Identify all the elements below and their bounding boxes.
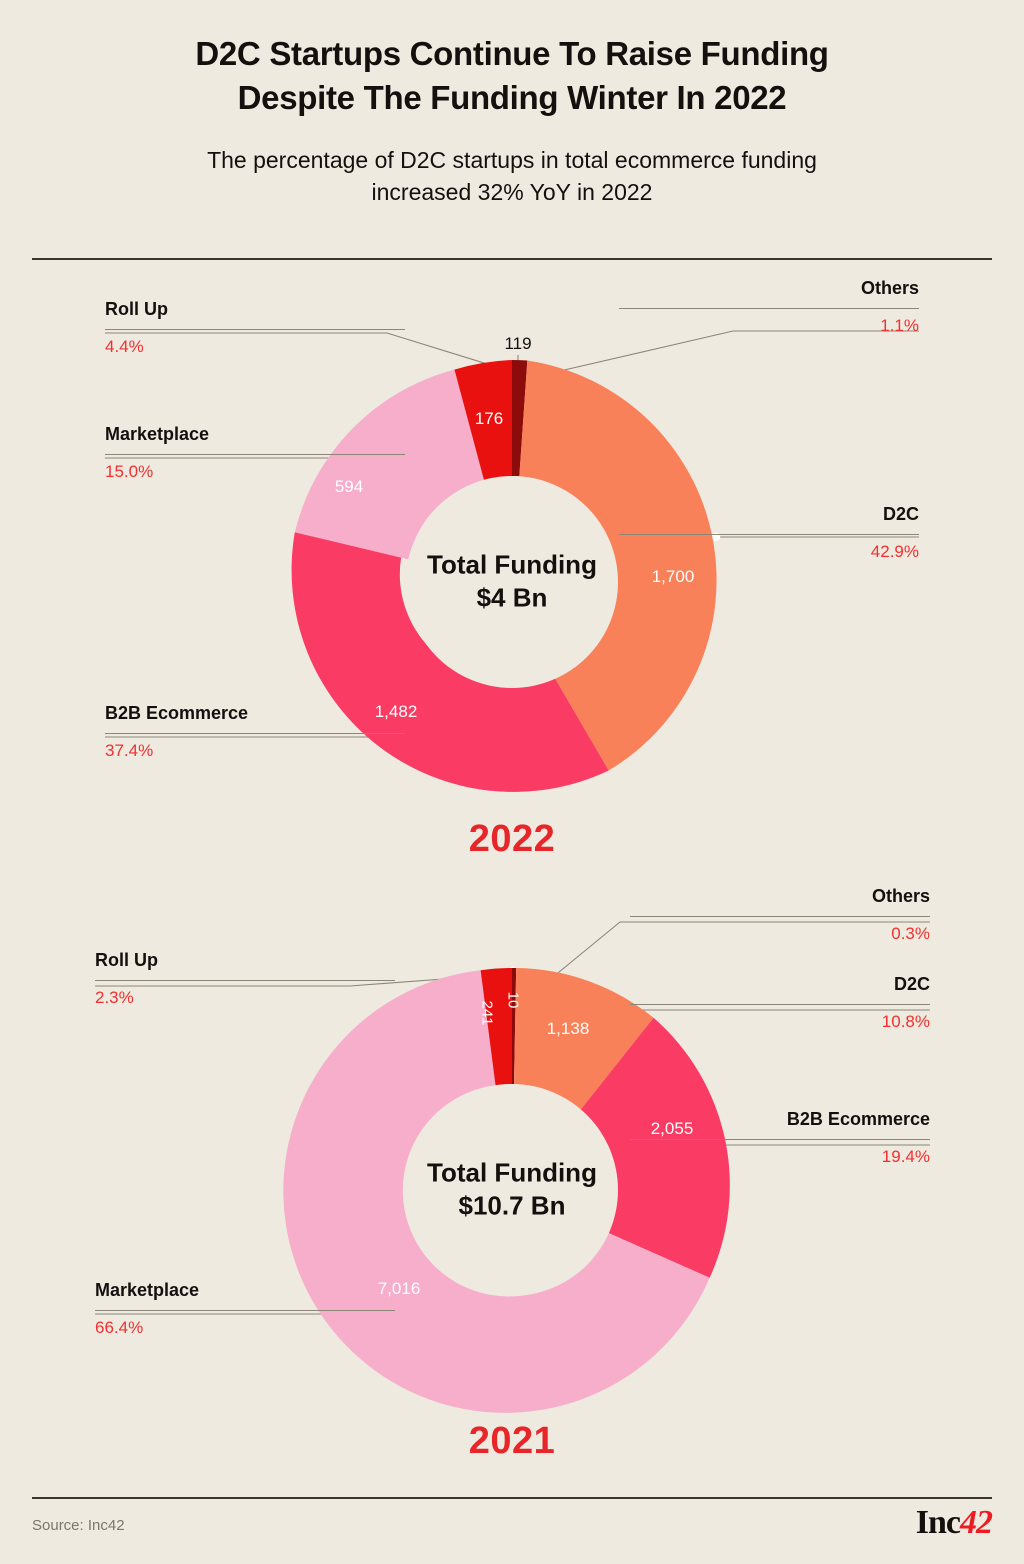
callout-rule [95,979,395,981]
slice-b2b-2022[interactable] [291,532,609,792]
callout-rule [95,1309,395,1311]
source-text: Source: Inc42 [32,1517,125,1534]
value-b2b-2021: 2,055 [650,1119,694,1138]
callout-label-rollup-2021: Roll Up [95,950,158,970]
callout-label-others-2021: Others [871,886,930,906]
callout-rule [105,328,405,330]
value-d2c-2021: 1,138 [546,1019,590,1038]
divider-top [32,258,992,260]
callout-percent-d2c-2022: 42.9% [870,541,919,561]
callout-d2c-2022[interactable]: D2C 42.9% [619,504,919,561]
slice-marketplace-2021[interactable] [283,970,710,1413]
donut-hole-2021 [406,1084,618,1296]
callout-rule [619,307,919,309]
slice-marketplace-2022[interactable] [294,369,485,560]
divider-bottom [32,1497,992,1499]
value-others-2021: 10 [504,991,522,1009]
callout-rule [105,453,405,455]
callout-others-2022[interactable]: Others 1.1% [619,278,919,335]
callout-label-b2b-2021: B2B Ecommerce [786,1109,930,1129]
value-b2b-2022: 1,482 [374,702,418,721]
callout-rule [630,1138,930,1140]
logo-word: Inc [915,1504,961,1541]
donut-2022-svg [291,360,717,792]
callout-rollup-2022[interactable]: Roll Up 4.4% [105,299,405,356]
callout-percent-marketplace-2021: 66.4% [95,1317,144,1337]
callout-label-d2c-2021: D2C [893,974,930,994]
slice-b2b-2021[interactable] [579,1017,730,1278]
value-others-2022: 119 [504,334,532,353]
callout-rule [630,1003,930,1005]
year-label-2022: 2022 [468,818,556,860]
callout-percent-b2b-2022: 37.4% [105,740,154,760]
callout-percent-others-2021: 0.3% [891,923,930,943]
value-marketplace-2022: 594 [334,477,364,496]
value-marketplace-2021: 7,016 [377,1279,421,1298]
callout-label-others-2022: Others [860,278,919,298]
callout-rule [619,533,919,535]
year-label-2021: 2021 [468,1420,556,1462]
callout-rollup-2021[interactable]: Roll Up 2.3% [95,950,395,1007]
callout-percent-rollup-2021: 2.3% [95,987,134,1007]
header: D2C Startups Continue To Raise Funding D… [0,32,1024,209]
callout-others-2021[interactable]: Others 0.3% [630,886,930,943]
callout-label-b2b-2022: B2B Ecommerce [105,703,249,723]
callout-marketplace-2022[interactable]: Marketplace 15.0% [105,424,405,481]
callout-percent-marketplace-2022: 15.0% [105,461,154,481]
slice-rollup-2021[interactable] [480,968,512,1086]
callout-rule [105,732,405,734]
inc42-logo: Inc42 [915,1504,993,1541]
page-title: D2C Startups Continue To Raise Funding D… [97,32,927,119]
value-rollup-2022: 176 [474,409,504,428]
slice-rollup-2022[interactable] [454,360,512,482]
callout-b2b-2022[interactable]: B2B Ecommerce 37.4% [105,703,405,760]
donut-2021-svg [283,968,730,1413]
slice-d2c-2021[interactable] [514,968,654,1111]
callout-percent-others-2022: 1.1% [880,315,919,335]
callout-rule [630,915,930,917]
callout-percent-rollup-2022: 4.4% [105,336,144,356]
title-line-2: Despite The Funding Winter In 2022 [237,78,787,116]
callout-label-d2c-2022: D2C [882,504,919,524]
value-d2c-2022: 1,700 [651,567,695,586]
callout-label-marketplace-2022: Marketplace [105,424,210,444]
callout-b2b-2021[interactable]: B2B Ecommerce 19.4% [630,1109,930,1166]
callout-label-rollup-2022: Roll Up [105,299,168,319]
subtitle-line-1: The percentage of D2C startups in total … [207,147,817,174]
title-line-1: D2C Startups Continue To Raise Funding [195,35,829,72]
page-subtitle: The percentage of D2C startups in total … [97,145,927,208]
slice-others-2021[interactable] [512,968,517,1085]
slice-others-2022[interactable] [512,360,528,477]
value-rollup-2021: 241 [478,1000,496,1026]
callout-label-marketplace-2021: Marketplace [95,1280,200,1300]
callout-d2c-2021[interactable]: D2C 10.8% [630,974,930,1031]
donut-hole-2022 [406,476,618,688]
subtitle-line-2: increased 32% YoY in 2022 [371,178,653,205]
callout-percent-d2c-2021: 10.8% [881,1011,930,1031]
logo-number: 42 [960,1504,993,1541]
callout-marketplace-2021[interactable]: Marketplace 66.4% [95,1280,395,1337]
callout-percent-b2b-2021: 19.4% [881,1146,930,1166]
